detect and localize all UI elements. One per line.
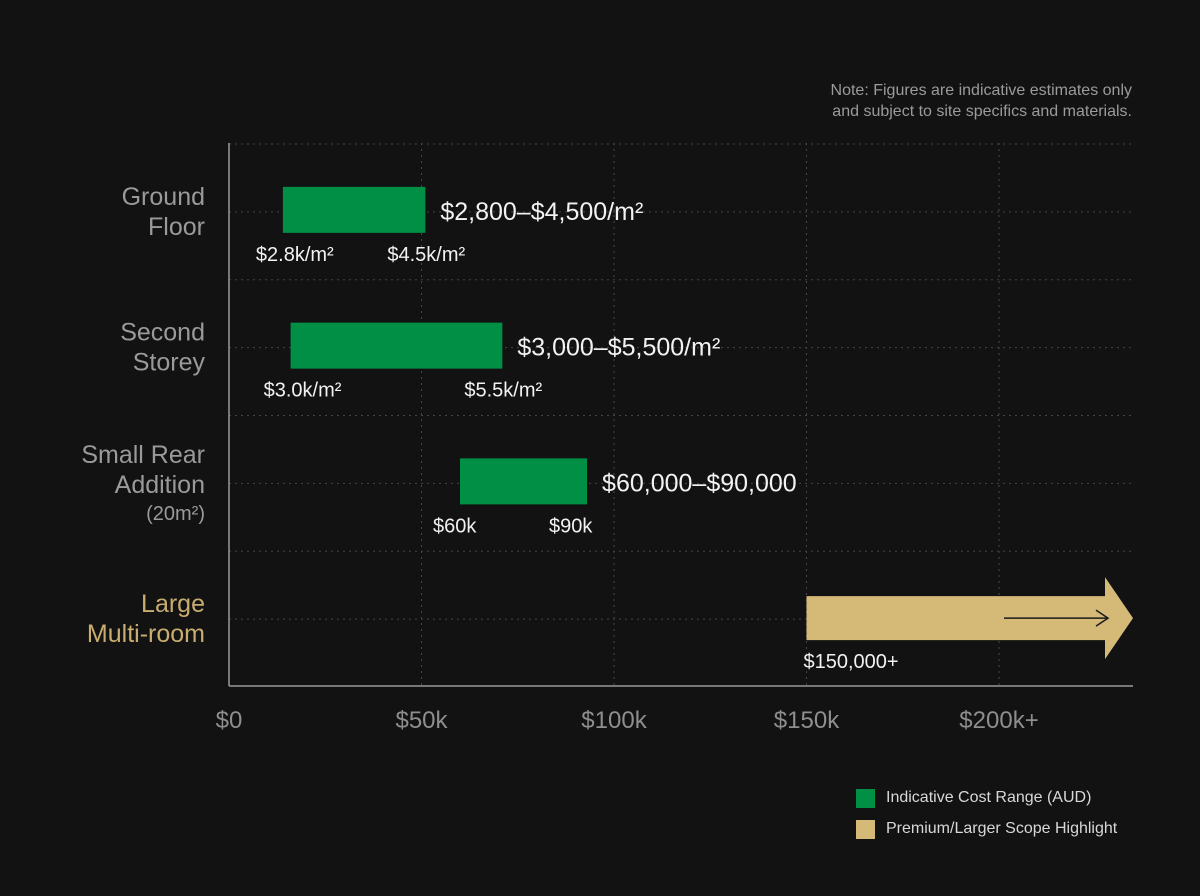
range-label: $2,800–$4,500/m² [440, 198, 643, 226]
note-line-1: Note: Figures are indicative estimates o… [830, 82, 1132, 99]
x-tick-label: $0 [216, 707, 243, 734]
legend-item-premium: Premium/Larger Scope Highlight [856, 819, 1117, 839]
legend-label-cost-range: Indicative Cost Range (AUD) [886, 789, 1092, 806]
range-bar [460, 458, 588, 505]
category-label: Ground [122, 183, 205, 211]
x-tick-label: $100k [581, 707, 647, 734]
range-start-label: $150,000+ [804, 651, 899, 673]
category-label: Storey [133, 349, 206, 377]
x-tick-label: $150k [774, 707, 840, 734]
range-end-label: $90k [549, 515, 593, 537]
x-tick-label: $200k+ [959, 707, 1038, 734]
range-bar [282, 186, 426, 233]
legend-swatch-premium [856, 819, 875, 839]
legend-swatch-cost-range [856, 788, 875, 808]
range-label: $3,000–$5,500/m² [517, 334, 720, 362]
chart-note: Note: Figures are indicative estimates o… [712, 80, 1132, 122]
category-label: Small Rear [81, 441, 205, 469]
category-label: Addition [115, 471, 205, 499]
category-label: Second [120, 319, 205, 347]
chart-legend: Indicative Cost Range (AUD) Premium/Larg… [856, 788, 1117, 850]
range-start-label: $3.0k/m² [264, 380, 342, 402]
category-label: Floor [148, 213, 205, 241]
legend-label-premium: Premium/Larger Scope Highlight [886, 820, 1118, 837]
category-label: Multi-room [87, 620, 205, 648]
range-start-label: $2.8k/m² [256, 244, 334, 266]
legend-item-cost-range: Indicative Cost Range (AUD) [856, 788, 1117, 808]
category-label: Large [141, 590, 205, 618]
note-line-2: and subject to site specifics and materi… [832, 103, 1132, 120]
range-end-label: $5.5k/m² [464, 380, 542, 402]
x-tick-label: $50k [395, 707, 448, 734]
range-label: $60,000–$90,000 [602, 469, 797, 497]
range-start-label: $60k [433, 515, 477, 537]
category-label: (20m²) [146, 503, 205, 525]
range-bar [290, 322, 503, 369]
arrow-head [1095, 609, 1110, 627]
highlight-arrow-bar [806, 577, 1133, 660]
range-end-label: $4.5k/m² [387, 244, 465, 266]
